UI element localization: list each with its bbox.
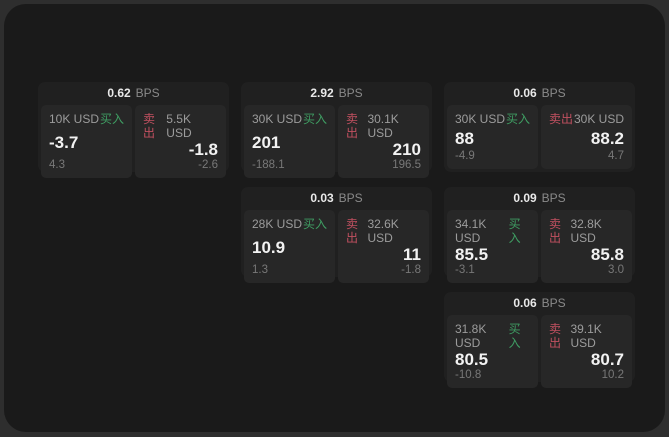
bps-value: 0.62: [107, 86, 131, 100]
sell-price: 88.2: [590, 128, 624, 148]
sell-amount-label: 5.5K USD: [166, 112, 192, 140]
quote-card: 0.06 BPS 30K USD 买入 88 -4.9 卖出 30K USD 8…: [444, 82, 635, 172]
buy-tile[interactable]: 34.1K USD 买入 85.5 -3.1: [447, 210, 538, 283]
sell-amount-label: 39.1K USD: [570, 322, 602, 350]
sell-price: 210: [392, 140, 421, 159]
sell-tile[interactable]: 卖出 30K USD 88.2 4.7: [541, 105, 632, 169]
buy-price: 80.5: [455, 350, 489, 369]
buy-side-label: 买入: [508, 322, 521, 350]
sell-amount-label: 32.6K USD: [367, 217, 399, 245]
bps-value: 0.06: [513, 86, 537, 100]
bps-unit-label: BPS: [338, 86, 363, 100]
sell-price: 11: [403, 245, 421, 264]
quote-cards-grid: 0.62 BPS 10K USD 买入 -3.7 4.3 卖出 5.5K USD…: [38, 82, 635, 388]
sell-delta: -2.6: [198, 159, 218, 171]
quote-card: 0.03 BPS 28K USD 买入 10.9 1.3 卖出 32.6K US…: [241, 187, 432, 283]
buy-side-label: 买入: [505, 112, 530, 126]
card-header: 0.03 BPS: [244, 187, 429, 210]
bps-value: 0.09: [513, 191, 537, 205]
sell-side-label: 卖出: [549, 322, 562, 350]
sell-delta: 196.5: [392, 159, 421, 171]
sell-side-label: 卖出: [143, 112, 156, 140]
buy-amount-label: 28K USD: [252, 217, 303, 231]
buy-delta: -188.1: [252, 159, 285, 171]
buy-amount-label: 31.8K USD: [455, 322, 487, 350]
buy-price: 10.9: [252, 238, 286, 257]
buy-side-label: 买入: [302, 217, 327, 231]
buy-side-label: 买入: [508, 217, 521, 245]
quote-card: 0.06 BPS 31.8K USD 买入 80.5 -10.8 卖出 39.1…: [444, 292, 635, 388]
bps-value: 0.03: [310, 191, 334, 205]
bps-value: 2.92: [310, 86, 334, 100]
buy-delta: -3.1: [455, 264, 475, 276]
buy-tile[interactable]: 30K USD 买入 88 -4.9: [447, 105, 538, 169]
sell-tile[interactable]: 卖出 32.6K USD 11 -1.8: [338, 210, 429, 283]
bps-unit-label: BPS: [541, 191, 566, 205]
sell-delta: -1.8: [401, 264, 421, 276]
bps-unit-label: BPS: [135, 86, 160, 100]
sell-tile[interactable]: 卖出 39.1K USD 80.7 10.2: [541, 315, 632, 388]
bps-unit-label: BPS: [541, 296, 566, 310]
buy-price: -3.7: [49, 133, 79, 152]
bps-unit-label: BPS: [541, 86, 566, 100]
bps-value: 0.06: [513, 296, 537, 310]
buy-side-label: 买入: [302, 112, 327, 126]
sell-price: 85.8: [590, 245, 624, 264]
quote-card: 2.92 BPS 30K USD 买入 201 -188.1 卖出 30.1K …: [241, 82, 432, 178]
buy-price: 201: [252, 133, 281, 152]
buy-amount-label: 30K USD: [455, 112, 506, 126]
sell-side-label: 卖出: [346, 217, 359, 245]
sell-price: 80.7: [590, 350, 624, 369]
buy-amount-label: 34.1K USD: [455, 217, 487, 245]
sell-delta: 3.0: [608, 264, 624, 276]
buy-side-label: 买入: [99, 112, 124, 126]
sell-tile[interactable]: 卖出 5.5K USD -1.8 -2.6: [135, 105, 226, 178]
buy-delta: 1.3: [252, 264, 268, 276]
buy-delta: -4.9: [455, 150, 475, 162]
buy-amount-label: 30K USD: [252, 112, 303, 126]
buy-tile[interactable]: 28K USD 买入 10.9 1.3: [244, 210, 335, 283]
buy-tile[interactable]: 31.8K USD 买入 80.5 -10.8: [447, 315, 538, 388]
buy-tile[interactable]: 30K USD 买入 201 -188.1: [244, 105, 335, 178]
sell-amount-label: 30K USD: [573, 112, 624, 126]
bps-unit-label: BPS: [338, 191, 363, 205]
buy-delta: 4.3: [49, 159, 65, 171]
sell-amount-label: 32.8K USD: [570, 217, 602, 245]
buy-price: 85.5: [455, 245, 489, 264]
buy-delta: -10.8: [455, 369, 482, 381]
card-header: 0.06 BPS: [447, 292, 632, 315]
sell-delta: 4.7: [608, 150, 624, 162]
sell-tile[interactable]: 卖出 30.1K USD 210 196.5: [338, 105, 429, 178]
card-header: 0.62 BPS: [41, 82, 226, 105]
sell-side-label: 卖出: [549, 217, 562, 245]
buy-tile[interactable]: 10K USD 买入 -3.7 4.3: [41, 105, 132, 178]
quote-card: 0.09 BPS 34.1K USD 买入 85.5 -3.1 卖出 32.8K…: [444, 187, 635, 283]
sell-side-label: 卖出: [346, 112, 359, 140]
card-header: 2.92 BPS: [244, 82, 429, 105]
sell-amount-label: 30.1K USD: [367, 112, 399, 140]
card-header: 0.09 BPS: [447, 187, 632, 210]
buy-price: 88: [455, 128, 474, 148]
sell-delta: 10.2: [601, 369, 624, 381]
card-header: 0.06 BPS: [447, 82, 632, 105]
sell-side-label: 卖出: [549, 112, 574, 126]
sell-price: -1.8: [188, 140, 218, 159]
quote-card: 0.62 BPS 10K USD 买入 -3.7 4.3 卖出 5.5K USD…: [38, 82, 229, 178]
buy-amount-label: 10K USD: [49, 112, 100, 126]
sell-tile[interactable]: 卖出 32.8K USD 85.8 3.0: [541, 210, 632, 283]
